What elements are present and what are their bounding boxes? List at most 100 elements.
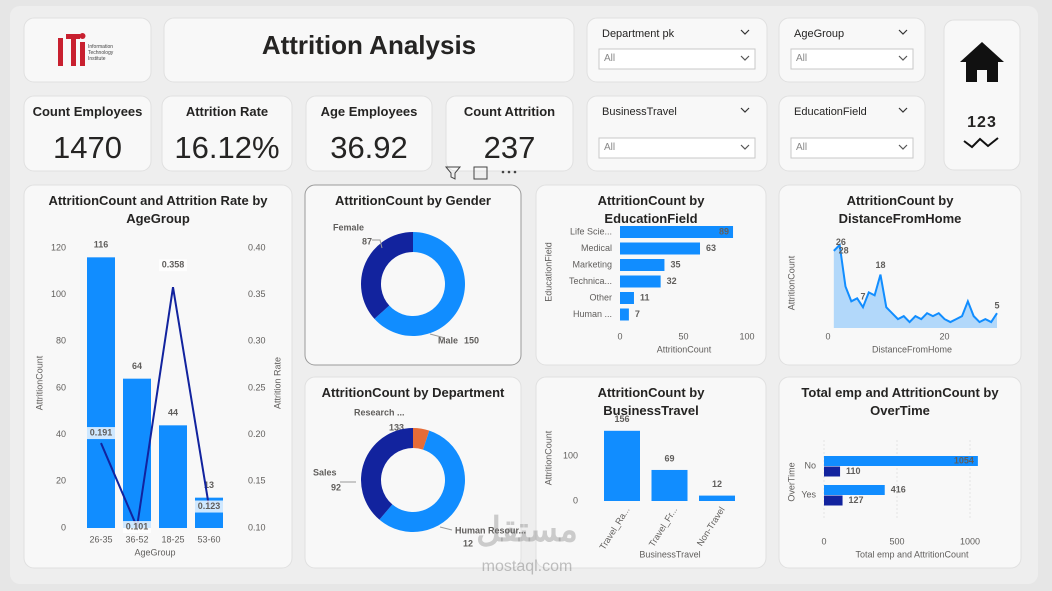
watermark: mostaql.com [481,558,573,575]
card [23,95,152,172]
kpi-value: 16.12% [174,130,280,165]
chart-title: AttritionCount by Department [321,385,505,400]
card[interactable] [778,184,1022,366]
data-label: 26 [836,237,846,247]
filter-icon[interactable] [444,166,462,180]
data-label: 18 [875,260,885,270]
bar [620,275,661,288]
more-icon[interactable] [501,170,505,174]
dropdown[interactable] [598,48,756,70]
slicer-title[interactable]: AgeGroup [794,28,845,40]
slice-value: 133 [389,422,404,432]
x-axis-title: Total emp and AttritionCount [855,549,969,559]
leader-line [439,526,453,531]
chart-title: Total emp and AttritionCount by OverTime [801,385,999,418]
chevron [898,55,908,61]
logo-i [58,38,63,66]
data-label: 0.191 [90,427,113,437]
slicer-title[interactable]: BusinessTravel [602,106,677,118]
chevron [740,55,750,61]
y-tick-label: Medical [581,243,612,253]
chevron [898,29,908,35]
y-tick-label: 60 [56,382,66,392]
y-axis-title: EducationField [543,242,553,302]
data-label: 416 [891,484,906,494]
x-axis-title: DistanceFromHome [872,344,952,354]
focus-icon[interactable] [473,166,488,180]
leader-line [372,239,383,249]
slice-value: 12 [463,538,473,548]
x-axis-title: BusinessTravel [639,549,700,559]
y2-tick-label: 0.30 [248,336,266,346]
x-tick-label: 1000 [960,536,980,546]
slice-value: 87 [362,236,372,246]
data-label: 13 [204,480,214,490]
kpi-label: Count Attrition [463,104,556,119]
leader-line [395,425,403,431]
card[interactable] [304,376,522,569]
y-tick-label: 120 [51,242,66,252]
logo-i2 [80,42,85,66]
logo-dot [79,33,86,39]
card [161,95,293,172]
card [163,17,575,83]
x-tick-label: 500 [889,536,904,546]
slice-label: Female [333,222,364,232]
dropdown[interactable] [790,48,914,70]
x-axis-title: AgeGroup [134,547,175,557]
donut-slice [413,428,430,450]
data-label: 156 [614,414,629,424]
kpi-label: Attrition Rate [185,104,269,119]
chevron [898,144,908,150]
y-tick-label: 80 [56,336,66,346]
slicer-value[interactable]: All [604,142,616,153]
card[interactable] [304,184,522,366]
slicer-value[interactable]: All [796,53,808,64]
slicer-title[interactable]: Department pk [602,28,675,40]
data-label: 11 [640,292,650,302]
nav-label[interactable]: 123 [967,114,997,131]
slicer-title[interactable]: EducationField [794,106,867,118]
line [100,287,210,531]
y-axis-title: OverTime [786,462,796,501]
y-tick-label: Human ... [573,309,612,319]
data-label: 5 [994,301,999,311]
data-label: 7 [860,292,865,302]
bar [620,308,629,321]
y-tick-label: 100 [51,289,66,299]
bar [824,485,885,495]
kpi-label: Count Employees [32,104,143,119]
kpi-value: 237 [483,130,536,165]
bar [620,226,734,238]
y-axis-title: AttritionCount [34,355,44,410]
home-icon[interactable] [960,42,1004,82]
more-icon[interactable] [513,170,517,174]
label-bg [159,259,187,272]
bar [824,466,841,477]
slice-label: Male [438,335,458,345]
dropdown[interactable] [790,137,914,159]
logo-t2 [71,34,76,66]
card[interactable] [778,376,1022,569]
x-tick-label: 36-52 [125,534,148,544]
y-tick-label: Life Scie... [570,226,612,236]
chart-title: AttritionCount and Attrition Rate by Age… [48,193,268,226]
data-label: 89 [719,226,729,236]
page-title: Attrition Analysis [261,30,477,60]
data-label: 0.358 [162,260,185,270]
bar [159,425,187,528]
more-icon[interactable] [507,170,511,174]
y-tick-label: 40 [56,429,66,439]
dropdown[interactable] [598,137,756,159]
logo-text: Information Technology Institute [88,44,114,62]
slicer-value[interactable]: All [796,142,808,153]
slicer-value[interactable]: All [604,53,616,64]
trend-icon[interactable] [963,137,999,149]
donut-slice [379,430,466,533]
x-tick-label: 18-25 [161,534,184,544]
data-label: 0.101 [126,521,149,531]
card[interactable] [535,376,767,569]
card [943,19,1021,171]
